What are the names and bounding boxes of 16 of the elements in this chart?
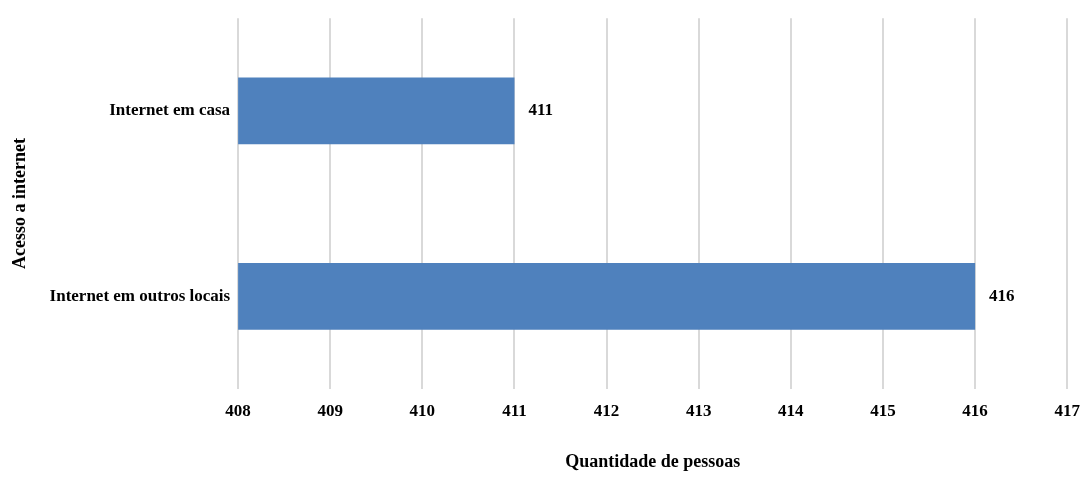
x-tick-label: 411 <box>502 400 527 420</box>
x-tick-label: 410 <box>409 400 436 420</box>
x-tick-label: 413 <box>686 400 712 420</box>
y-tick-label: Internet em casa <box>109 100 231 120</box>
x-tick-label: 414 <box>778 400 805 420</box>
y-tick-label: Internet em outros locais <box>49 285 231 305</box>
x-axis-title: Quantidade de pessoas <box>565 450 741 471</box>
x-tick-label: 415 <box>870 400 896 420</box>
x-tick-label: 409 <box>317 400 343 420</box>
x-tick-label: 417 <box>1054 400 1081 420</box>
x-tick-label: 416 <box>962 400 988 420</box>
data-label: 411 <box>528 100 554 120</box>
y-axis-title: Acesso a internet <box>9 138 30 270</box>
x-tick-label: 412 <box>593 400 620 420</box>
x-tick-label: 408 <box>225 400 251 420</box>
data-label: 416 <box>989 285 1015 305</box>
